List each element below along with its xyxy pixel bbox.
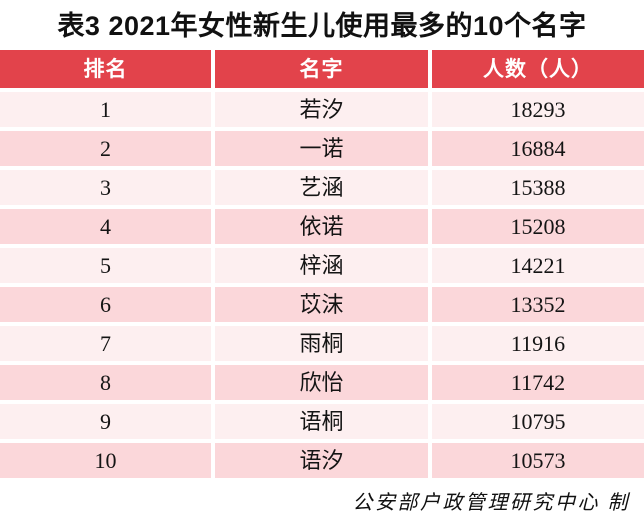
count-cell: 13352 xyxy=(432,287,644,322)
name-cell: 依诺 xyxy=(215,209,428,244)
table-row: 1 若汐 18293 xyxy=(0,92,644,127)
rank-cell: 9 xyxy=(0,404,211,439)
table-row: 7 雨桐 11916 xyxy=(0,326,644,361)
name-cell: 梓涵 xyxy=(215,248,428,283)
name-cell: 雨桐 xyxy=(215,326,428,361)
table-row: 3 艺涵 15388 xyxy=(0,170,644,205)
table-row: 6 苡沫 13352 xyxy=(0,287,644,322)
count-cell: 10795 xyxy=(432,404,644,439)
table-body: 1 若汐 18293 2 一诺 16884 3 艺涵 15388 4 依诺 15208 5 梓涵 14221… xyxy=(0,92,644,478)
rank-cell: 6 xyxy=(0,287,211,322)
header-cell-name: 名字 xyxy=(215,50,428,88)
rank-cell: 3 xyxy=(0,170,211,205)
rank-cell: 7 xyxy=(0,326,211,361)
count-cell: 11742 xyxy=(432,365,644,400)
name-cell: 语桐 xyxy=(215,404,428,439)
rank-cell: 8 xyxy=(0,365,211,400)
header-cell-count: 人数（人） xyxy=(432,50,644,88)
table-row: 8 欣怡 11742 xyxy=(0,365,644,400)
count-cell: 10573 xyxy=(432,443,644,478)
name-cell: 苡沫 xyxy=(215,287,428,322)
count-cell: 16884 xyxy=(432,131,644,166)
source-credit: 公安部户政管理研究中心 制 xyxy=(352,492,630,514)
name-cell: 欣怡 xyxy=(215,365,428,400)
name-cell: 若汐 xyxy=(215,92,428,127)
table-header-row: 排名 名字 人数（人） xyxy=(0,50,644,88)
table-row: 5 梓涵 14221 xyxy=(0,248,644,283)
rank-cell: 5 xyxy=(0,248,211,283)
names-table: 排名 名字 人数（人） 1 若汐 18293 2 一诺 16884 3 艺涵 15388 4 依诺 1… xyxy=(0,50,644,478)
rank-cell: 4 xyxy=(0,209,211,244)
table-title: 表3 2021年女性新生儿使用最多的10个名字 xyxy=(57,11,587,41)
table-row: 9 语桐 10795 xyxy=(0,404,644,439)
header-cell-rank: 排名 xyxy=(0,50,211,88)
count-cell: 11916 xyxy=(432,326,644,361)
count-cell: 18293 xyxy=(432,92,644,127)
count-cell: 15208 xyxy=(432,209,644,244)
name-cell: 语汐 xyxy=(215,443,428,478)
count-cell: 14221 xyxy=(432,248,644,283)
table-row: 4 依诺 15208 xyxy=(0,209,644,244)
table-row: 2 一诺 16884 xyxy=(0,131,644,166)
rank-cell: 2 xyxy=(0,131,211,166)
name-cell: 一诺 xyxy=(215,131,428,166)
name-cell: 艺涵 xyxy=(215,170,428,205)
rank-cell: 10 xyxy=(0,443,211,478)
table-row: 10 语汐 10573 xyxy=(0,443,644,478)
count-cell: 15388 xyxy=(432,170,644,205)
rank-cell: 1 xyxy=(0,92,211,127)
